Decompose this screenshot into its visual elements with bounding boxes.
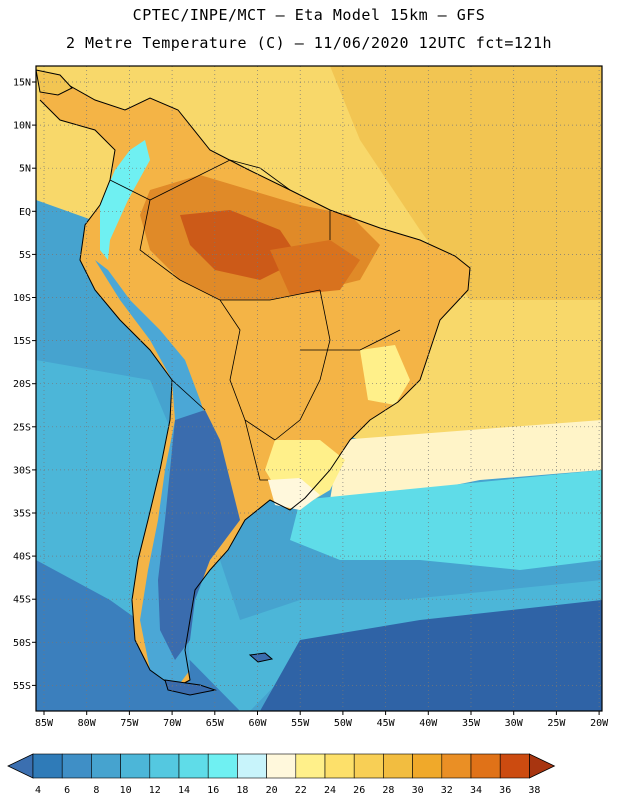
colorbar-max-arrow <box>529 753 556 779</box>
longitude-axis: 85W 80W 75W 70W 65W 60W 55W 50W 45W 40W 35W 30W 25W 2… <box>35 711 609 729</box>
lat-tick-label: 10S <box>13 293 31 304</box>
lat-tick-label: 5S <box>19 250 31 261</box>
colorbar-segment <box>32 753 63 779</box>
colorbar-segment <box>207 753 238 779</box>
colorbar-segment <box>441 753 472 779</box>
lat-tick-label: 50S <box>13 638 31 649</box>
lon-tick-label: 25W <box>547 718 566 729</box>
colorbar-label: 36 <box>499 785 511 796</box>
colorbar-label: 30 <box>412 785 424 796</box>
map-title-line-1: CPTEC/INPE/MCT – Eta Model 15km – GFS <box>132 6 486 24</box>
andes-cold-strip <box>95 260 235 690</box>
colorbar-label: 6 <box>64 785 70 796</box>
colorbar-segment <box>237 753 267 779</box>
lat-tick-label: 35S <box>13 509 31 520</box>
colorbar-label: 8 <box>93 785 99 796</box>
lon-tick-label: 20W <box>590 718 609 729</box>
lon-tick-label: 75W <box>120 718 139 729</box>
amazon-hottest-core <box>180 210 300 280</box>
central-america-land <box>36 69 73 96</box>
latitude-axis: 15N 10N 5N EQ 5S 10S 15S 20S 25S 30S 35S 40S 45S 50S 5… <box>13 78 36 692</box>
lat-tick-label: 10N <box>13 121 31 132</box>
colorbar-segment <box>178 753 209 779</box>
lat-tick-label: 20S <box>13 379 31 390</box>
falkland-islands <box>248 652 274 663</box>
south-atlantic-cold-region <box>260 600 602 711</box>
colorbar-segment <box>61 753 92 779</box>
tierra-del-fuego-island <box>164 679 217 696</box>
colorbar-label: 22 <box>295 785 307 796</box>
colorbar-label: 38 <box>528 785 540 796</box>
colorbar-label: 16 <box>207 785 219 796</box>
lat-tick-label: 55S <box>13 681 31 692</box>
lon-tick-label: 40W <box>419 718 438 729</box>
southeast-brazil-mild-patch <box>360 345 410 405</box>
patagonia-cold-region <box>158 410 240 660</box>
lat-tick-label: EQ <box>19 207 31 218</box>
atlantic-warmer-band <box>330 66 602 300</box>
lat-tick-label: 15S <box>13 336 31 347</box>
lon-tick-label: 45W <box>377 718 396 729</box>
lat-tick-label: 25S <box>13 422 31 433</box>
colorbar: 4 6 8 10 12 14 16 18 20 22 24 26 28 30 32 34 36 38 <box>7 753 556 796</box>
colorbar-segment <box>383 753 413 779</box>
colorbar-segment <box>266 753 297 779</box>
colorbar-label: 4 <box>35 785 41 796</box>
uruguay-pale-region <box>268 478 320 510</box>
colorbar-label: 26 <box>353 785 365 796</box>
country-borders <box>109 159 401 481</box>
northern-andes-cool-strip <box>100 140 150 260</box>
colorbar-segment <box>499 753 530 779</box>
colorbar-min-arrow <box>7 753 34 779</box>
colorbar-label: 34 <box>470 785 482 796</box>
colorbar-segment <box>120 753 151 779</box>
colorbar-segment <box>353 753 384 779</box>
colorbar-segment <box>295 753 326 779</box>
colorbar-label: 10 <box>120 785 132 796</box>
lon-tick-label: 85W <box>35 718 54 729</box>
central-brazil-hot-region <box>270 240 360 295</box>
lat-tick-label: 45S <box>13 595 31 606</box>
lon-tick-label: 80W <box>78 718 97 729</box>
map-title-line-2: 2 Metre Temperature (C) – 11/06/2020 12U… <box>65 34 553 52</box>
lon-tick-label: 60W <box>248 718 267 729</box>
lat-tick-label: 15N <box>13 78 31 89</box>
lon-tick-label: 70W <box>163 718 182 729</box>
lat-tick-label: 40S <box>13 552 31 563</box>
colorbar-segment <box>91 753 121 779</box>
colorbar-segment <box>149 753 180 779</box>
colorbar-segment <box>470 753 501 779</box>
lon-tick-label: 65W <box>206 718 225 729</box>
subtropical-pale-band <box>330 420 602 500</box>
cyan-transition-band <box>290 470 602 570</box>
lon-tick-label: 50W <box>334 718 353 729</box>
colorbar-label: 32 <box>441 785 453 796</box>
colorbar-label: 20 <box>266 785 278 796</box>
colorbar-label: 18 <box>236 785 248 796</box>
lon-tick-label: 55W <box>291 718 310 729</box>
colorbar-segment <box>412 753 443 779</box>
colorbar-label: 14 <box>178 785 190 796</box>
temperature-field <box>36 66 602 711</box>
lon-tick-label: 35W <box>462 718 481 729</box>
colorbar-segment <box>324 753 355 779</box>
lat-tick-label: 5N <box>19 164 31 175</box>
colorbar-label: 12 <box>149 785 161 796</box>
lon-tick-label: 30W <box>505 718 524 729</box>
colorbar-label: 28 <box>382 785 394 796</box>
lat-tick-label: 30S <box>13 465 31 476</box>
plot-frame <box>35 65 603 712</box>
south-america-coastline <box>39 79 471 689</box>
colorbar-label: 24 <box>324 785 336 796</box>
